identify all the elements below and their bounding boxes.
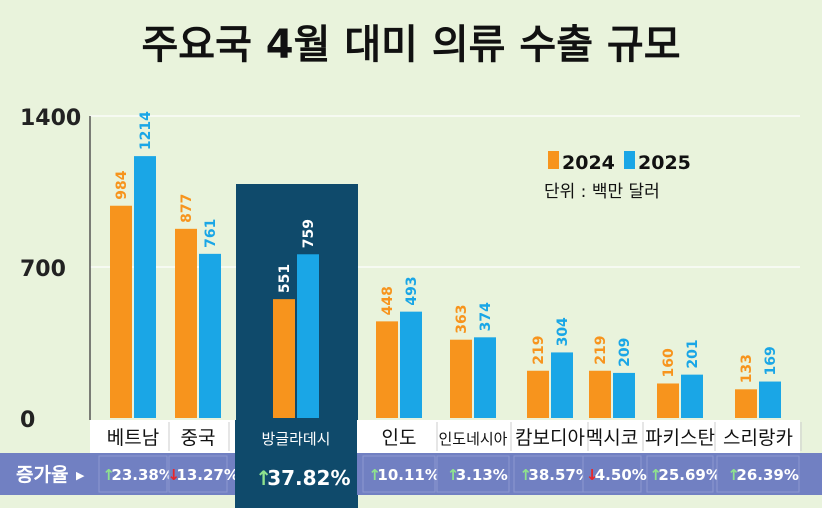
growth-arrow-down-icon: ↓ [167,466,180,484]
growth-value: 25.69% [658,466,720,484]
growth-pointer-icon: ▶ [76,469,85,482]
category-label: 스리랑카 [723,427,793,449]
legend-label-2024: 2024 [562,152,615,174]
data-label-2024: 219 [593,336,609,365]
growth-label: 증가율 [16,464,68,486]
growth-arrow-up-icon: ↑ [649,466,662,484]
growth-value: 26.39% [736,466,798,484]
legend-swatch-2024 [548,151,559,169]
growth-cell [513,455,587,493]
bar-2025 [551,352,573,418]
bar-2025 [199,253,221,418]
growth-arrow-up-icon: ↑ [102,466,115,484]
bar-2024 [527,370,549,418]
growth-arrow-down-icon: ↓ [586,466,599,484]
data-label-2024: 551 [277,264,293,293]
category-row [90,420,800,453]
category-cell-highlight [235,420,357,453]
growth-arrow-up-icon: ↑ [447,466,460,484]
bar-2024 [657,383,679,418]
y-tick-label: 0 [20,408,35,433]
bar-2024 [110,205,132,418]
bar-2025 [400,311,422,418]
growth-cell [582,455,642,493]
growth-arrow-up-icon: ↑ [368,466,381,484]
growth-arrow-up-icon: ↑ [255,466,272,490]
data-label-2025: 209 [617,338,633,367]
growth-value: 10.11% [377,466,439,484]
data-label-2025: 759 [301,219,317,248]
bar-2024 [589,370,611,418]
growth-value: 23.38% [111,466,173,484]
data-label-2025: 493 [404,276,420,305]
growth-arrow-up-icon: ↑ [727,466,740,484]
growth-cell [646,455,714,493]
data-label-2025: 1214 [138,111,154,150]
category-label: 캄보디아 [515,427,585,449]
bar-2025 [681,374,703,418]
growth-value: 38.57% [528,466,590,484]
growth-cell [436,455,510,493]
category-label: 인도 [382,427,417,449]
bar-2024 [450,339,472,418]
growth-cell [362,455,436,493]
data-label-2024: 984 [114,170,130,199]
bar-2024 [175,228,197,418]
data-label-2024: 133 [739,354,755,383]
data-label-2025: 201 [685,339,701,368]
category-label: 인도네시아 [438,430,507,448]
bar-2025 [297,254,319,418]
growth-value: 4.50% [595,466,647,484]
bar-2025 [759,381,781,418]
data-label-2025: 761 [203,219,219,248]
chart-title: 주요국 4월 대미 의류 수출 규모 [141,22,680,68]
data-label-2024: 448 [380,286,396,315]
y-tick-label: 700 [20,257,66,282]
category-label: 중국 [181,427,216,449]
growth-cell [716,455,800,493]
data-label-2024: 363 [454,304,470,333]
category-label: 파키스탄 [645,427,715,449]
legend-swatch-2025 [624,151,635,169]
growth-arrow-up-icon: ↑ [519,466,532,484]
data-label-2025: 374 [478,302,494,331]
growth-value: 13.27% [176,466,238,484]
category-label: 멕시코 [586,427,638,449]
bar-2025 [613,372,635,418]
bar-2024 [735,389,757,418]
growth-value: 3.13% [456,466,508,484]
legend-label-2025: 2025 [638,152,691,174]
growth-value: 37.82% [267,466,350,490]
data-label-2024: 877 [179,194,195,223]
bar-2024 [376,321,398,418]
y-tick-label: 1400 [20,106,81,131]
category-label: 베트남 [107,427,159,449]
data-label-2024: 160 [661,348,677,377]
growth-cell [98,455,168,493]
unit-note: 단위 : 백만 달러 [544,182,660,202]
data-label-2025: 169 [763,346,779,375]
bar-2025 [474,337,496,418]
data-label-2025: 304 [555,317,571,346]
growth-cell [168,455,228,493]
bar-2024 [273,299,295,418]
bar-2025 [134,156,156,418]
data-label-2024: 219 [531,336,547,365]
category-label: 방글라데시 [261,430,330,448]
growth-cell-highlight [235,453,357,508]
